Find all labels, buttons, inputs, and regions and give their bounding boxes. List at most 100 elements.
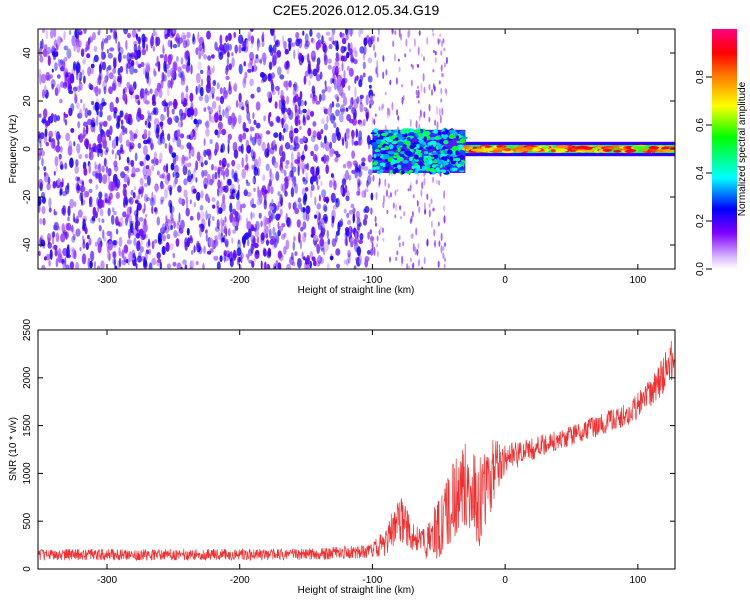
heatmap-cell <box>330 77 333 85</box>
heatmap-cell <box>335 52 339 59</box>
heatmap-cell <box>417 85 419 89</box>
heatmap-cell <box>295 31 300 39</box>
heatmap-cell <box>144 87 148 94</box>
heatmap-cell <box>389 79 392 86</box>
heatmap-cell <box>333 180 337 191</box>
heatmap-cell <box>305 211 310 222</box>
heatmap-cell <box>121 259 127 266</box>
heatmap-cell <box>379 226 382 230</box>
heatmap-cell <box>153 157 156 167</box>
heatmap-cell <box>125 39 128 50</box>
heatmap-cell <box>217 121 223 130</box>
heatmap-cell <box>264 189 268 195</box>
heatmap-cell <box>389 169 394 174</box>
heatmap-cell <box>299 239 302 250</box>
heatmap-cell <box>218 231 221 241</box>
heatmap-cell <box>301 54 304 63</box>
heatmap-cell <box>396 109 399 116</box>
heatmap-cell <box>388 144 394 150</box>
heatmap-cell <box>286 263 292 269</box>
heatmap-cell <box>392 164 399 168</box>
heatmap-cell <box>440 245 443 254</box>
heatmap-cell <box>283 232 287 238</box>
heatmap-cell <box>66 246 70 258</box>
heatmap-cell <box>412 194 415 199</box>
heatmap-cell <box>207 149 212 161</box>
heatmap-cell <box>336 263 340 269</box>
heatmap-cell <box>294 251 298 256</box>
heatmap-cell <box>313 165 316 177</box>
heatmap-cell <box>353 239 358 245</box>
heatmap-cell <box>394 214 397 219</box>
heatmap-cell <box>327 58 332 64</box>
heatmap-cell <box>181 64 187 69</box>
heatmap-cell <box>272 44 277 54</box>
heatmap-cell <box>395 256 398 262</box>
snr-x-tick-label: -300 <box>97 575 117 586</box>
heatmap-cell <box>315 74 321 82</box>
snr-x-tick-label: -100 <box>362 575 382 586</box>
heatmap-cell <box>226 163 230 168</box>
heatmap-cell <box>218 104 221 113</box>
heatmap-cell <box>423 157 427 162</box>
heatmap-cell <box>395 202 398 212</box>
heatmap-cell <box>67 216 70 222</box>
heatmap-cell <box>53 114 58 123</box>
heatmap-cell <box>54 156 59 167</box>
heatmap-cell <box>183 113 187 119</box>
heatmap-cell <box>115 96 119 104</box>
heatmap-cell <box>118 46 124 56</box>
heatmap-cell <box>307 63 312 75</box>
heatmap-cell <box>250 211 253 220</box>
heatmap-cell <box>75 261 80 269</box>
heatmap-cell <box>153 68 156 76</box>
chart-title: C2E5.2026.012.05.34.G19 <box>273 2 440 18</box>
heatmap-cell <box>442 38 445 44</box>
heatmap-cell <box>154 239 158 244</box>
heatmap-cell <box>382 201 385 209</box>
heatmap-cell <box>203 149 207 158</box>
heatmap-cell <box>348 105 352 110</box>
heatmap-cell <box>204 160 208 166</box>
heatmap-cell <box>370 207 373 215</box>
heatmap-cell <box>81 69 85 76</box>
heatmap-cell <box>119 110 124 118</box>
heatmap-cell <box>78 133 84 143</box>
heatmap-cell <box>106 230 111 237</box>
heatmap-cell <box>170 218 175 224</box>
heatmap-cell <box>101 229 105 239</box>
heatmap-cell <box>316 176 319 186</box>
heatmap-cell <box>120 119 124 125</box>
heatmap-cell <box>426 193 429 201</box>
heatmap-cell <box>73 141 76 147</box>
heatmap-cell <box>237 256 240 266</box>
heatmap-cell <box>367 154 373 163</box>
heatmap-cell <box>364 256 370 262</box>
heatmap-cell <box>336 55 340 62</box>
heatmap-cell <box>364 205 370 214</box>
heatmap-cell <box>218 129 222 135</box>
heatmap-cell <box>277 213 281 219</box>
heatmap-cell <box>38 200 41 206</box>
heatmap-cell <box>347 252 351 264</box>
heatmap-cell <box>193 202 197 208</box>
heatmap-cell <box>309 110 315 117</box>
heatmap-cell <box>384 145 390 150</box>
heatmap-cell <box>172 156 176 165</box>
heatmap-cell <box>441 131 449 135</box>
heatmap-cell <box>286 217 291 227</box>
heatmap-cell <box>267 73 272 82</box>
heatmap-cell <box>177 220 180 226</box>
heatmap-cell <box>309 29 313 37</box>
heatmap-cell <box>371 166 377 171</box>
heatmap-cell <box>304 43 309 50</box>
heatmap-cell <box>89 196 93 205</box>
heatmap-cell <box>203 177 209 189</box>
heatmap-cell <box>127 113 132 120</box>
heatmap-cell <box>400 129 406 135</box>
heatmap-cell <box>257 190 262 198</box>
heatmap-cell <box>318 194 321 202</box>
heatmap-cell <box>160 183 165 190</box>
heatmap-cell <box>203 54 208 60</box>
heatmap-cell <box>350 240 354 248</box>
